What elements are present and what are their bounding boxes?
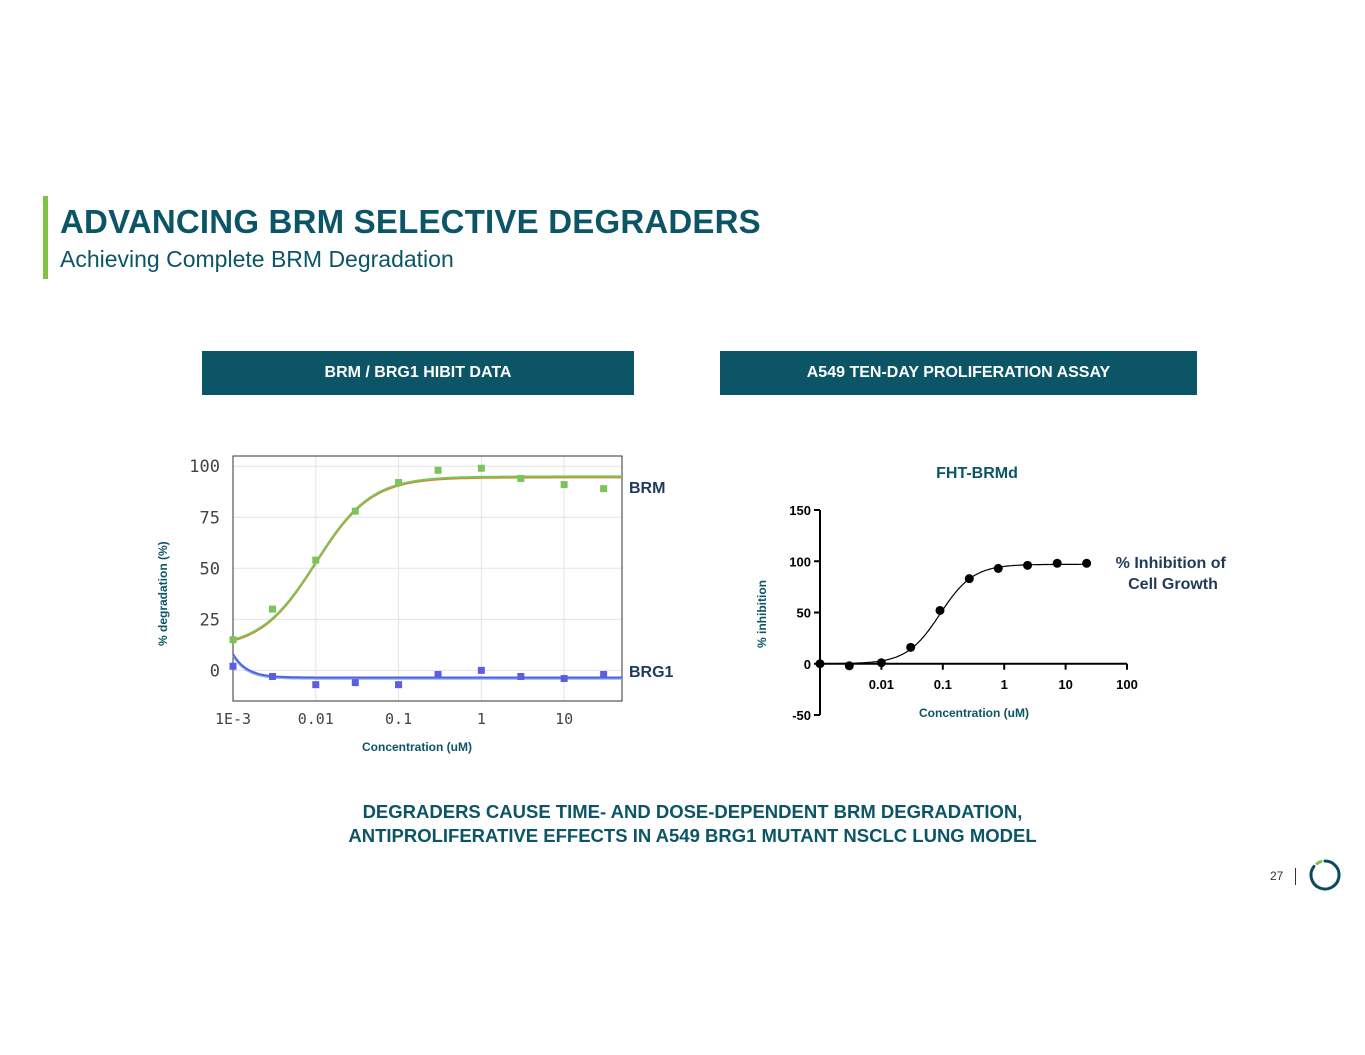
brm-data-point xyxy=(560,481,568,489)
y-tick-label: 75 xyxy=(200,508,220,528)
ring-logo-icon xyxy=(1309,859,1341,891)
brm-data-point xyxy=(351,507,359,515)
inhibition-data-point xyxy=(906,642,916,652)
inhibition-data-point xyxy=(844,661,854,671)
y-tick-label: 25 xyxy=(200,610,220,630)
brm-data-point xyxy=(434,466,442,474)
y-tick-label: 50 xyxy=(200,559,220,579)
brm-data-point xyxy=(312,556,320,564)
brm-series-label: BRM xyxy=(629,480,665,497)
inhibition-data-point xyxy=(1052,558,1062,568)
x-tick-label: 0.1 xyxy=(385,710,412,728)
page-number: 27 xyxy=(1270,869,1284,883)
brg1-data-point xyxy=(517,673,525,680)
y-axis-label: % inhibition xyxy=(755,580,769,648)
inhibition-data-point xyxy=(993,563,1003,573)
brg1-data-point xyxy=(268,673,276,680)
x-tick-label: 1 xyxy=(1001,677,1008,692)
conclusion-text: DEGRADERS CAUSE TIME- AND DOSE-DEPENDENT… xyxy=(200,800,1185,848)
inhibition-data-point xyxy=(935,605,945,615)
brg1-data-point xyxy=(395,681,403,689)
x-axis-label: Concentration (uM) xyxy=(919,706,1029,720)
legend-label: % Inhibition of Cell Growth xyxy=(1116,555,1231,593)
x-tick-label: 1E-3 xyxy=(215,710,251,728)
brm-fit-curve xyxy=(232,475,622,641)
x-axis-label: Concentration (uM) xyxy=(362,740,472,754)
x-tick-label: 0.1 xyxy=(934,677,952,692)
brg1-data-point xyxy=(229,662,237,670)
brm-data-point xyxy=(268,605,276,613)
inhibition-data-point xyxy=(1023,560,1033,570)
brm-data-point xyxy=(477,464,485,472)
chart-title: FHT-BRMd xyxy=(936,465,1018,482)
plot-frame xyxy=(232,455,623,702)
proliferation-section-header: A549 TEN-DAY PROLIFERATION ASSAY xyxy=(720,351,1197,395)
inhibition-data-point xyxy=(876,658,886,668)
inhibition-fit-curve xyxy=(820,563,1090,665)
brm-data-point xyxy=(395,479,403,487)
brm-data-point xyxy=(600,485,608,493)
x-tick-label: 1 xyxy=(477,710,486,728)
brg1-data-point xyxy=(560,675,568,683)
inhibition-data-point xyxy=(964,574,974,584)
brm-data-point xyxy=(517,474,525,482)
page-number-divider xyxy=(1295,868,1296,885)
brg1-fit-curve xyxy=(232,653,622,679)
brm-data-point xyxy=(229,636,237,644)
y-tick-label: 0 xyxy=(804,657,811,672)
conclusion-line-2: ANTIPROLIFERATIVE EFFECTS IN A549 BRG1 M… xyxy=(348,825,1037,846)
brg1-data-point xyxy=(351,679,359,687)
y-tick-label: 0 xyxy=(210,661,220,681)
page-subtitle: Achieving Complete BRM Degradation xyxy=(60,246,454,272)
x-tick-label: 100 xyxy=(1116,677,1138,692)
brg1-series-label: BRG1 xyxy=(629,664,674,681)
proliferation-chart: FHT-BRMd 150 100 50 0 -50 0.01 0.1 1 10 100 % inh… xyxy=(755,465,1231,723)
page-title: ADVANCING BRM SELECTIVE DEGRADERS xyxy=(60,203,761,240)
y-tick-label: -50 xyxy=(792,708,811,723)
x-tick-label: 0.01 xyxy=(869,677,894,692)
title-accent-bar xyxy=(43,196,48,279)
x-tick-label: 0.01 xyxy=(298,710,334,728)
inhibition-data-point xyxy=(1082,558,1092,568)
brg1-data-point xyxy=(434,670,442,678)
inhibition-data-point xyxy=(815,659,825,669)
brg1-data-point xyxy=(600,670,608,678)
y-tick-label: 100 xyxy=(789,554,811,569)
x-tick-label: 10 xyxy=(555,710,573,728)
conclusion-line-1: DEGRADERS CAUSE TIME- AND DOSE-DEPENDENT… xyxy=(362,801,1023,822)
y-tick-label: 100 xyxy=(189,457,220,477)
y-axis-label: % degradation (%) xyxy=(156,541,170,646)
y-tick-label: 50 xyxy=(797,606,811,621)
y-tick-label: 150 xyxy=(789,503,811,518)
brg1-data-point xyxy=(312,681,320,689)
brg1-data-point xyxy=(477,666,485,674)
hibit-chart: 1E-3 0.01 0.1 1 10 100 75 50 25 0 % degradation (… xyxy=(156,455,674,754)
x-tick-label: 10 xyxy=(1058,677,1072,692)
hibit-section-header: BRM / BRG1 HIBIT DATA xyxy=(202,351,634,395)
